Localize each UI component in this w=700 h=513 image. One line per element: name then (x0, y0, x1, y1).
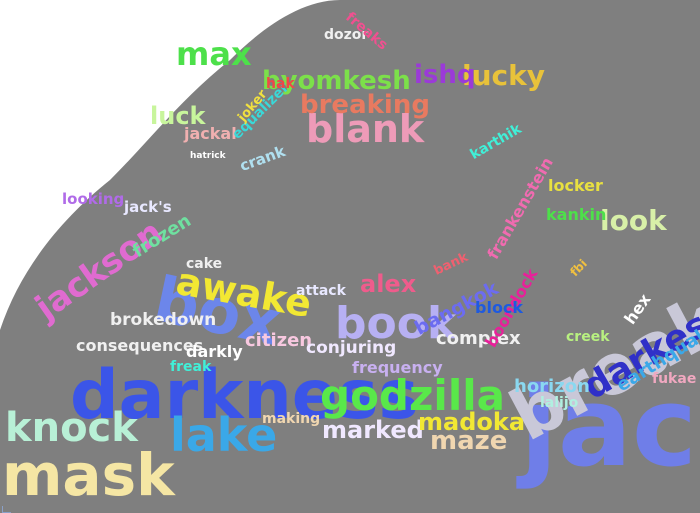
word: darkly (186, 342, 243, 361)
word: marked (322, 416, 424, 444)
word: cake (186, 256, 223, 272)
word: frequency (352, 358, 443, 377)
word: book (335, 298, 457, 349)
word: locker (548, 176, 603, 195)
word: consequences (76, 336, 204, 355)
word: max (176, 35, 252, 73)
word: blank (306, 107, 425, 151)
word: citizen (245, 330, 313, 351)
word: brokedown (110, 310, 217, 330)
word: godzilla (320, 371, 505, 420)
word: breaking (300, 90, 430, 120)
word: hatrick (190, 151, 226, 161)
word: creek (566, 329, 610, 345)
word: horizon (514, 376, 590, 397)
word: lucky (462, 59, 546, 92)
word: conjuring (306, 338, 397, 358)
word: looking (62, 190, 125, 208)
word: knock (5, 405, 138, 451)
word: freak (170, 359, 212, 375)
word: complex (436, 328, 521, 349)
word: ishq (414, 60, 476, 90)
word: block (475, 298, 524, 317)
word: madoka (418, 408, 526, 436)
word: lalijo (540, 395, 579, 411)
word: making (262, 411, 321, 427)
word: maze (430, 426, 508, 456)
word: jack's (124, 198, 172, 216)
word: luck (150, 102, 206, 130)
word: jack (520, 363, 700, 491)
word: alex (360, 270, 417, 298)
word: look (600, 204, 667, 237)
word: lake (170, 408, 278, 462)
word: dozor (324, 27, 369, 43)
word: jackal (184, 124, 237, 143)
corner-mark (2, 506, 11, 513)
word: hak (266, 76, 295, 92)
word: kankin (546, 205, 607, 224)
word: fukae (652, 371, 697, 387)
word: mask (2, 441, 175, 509)
word: byomkesh (262, 66, 411, 96)
word: attack (296, 283, 346, 299)
word: darkness (70, 356, 419, 435)
